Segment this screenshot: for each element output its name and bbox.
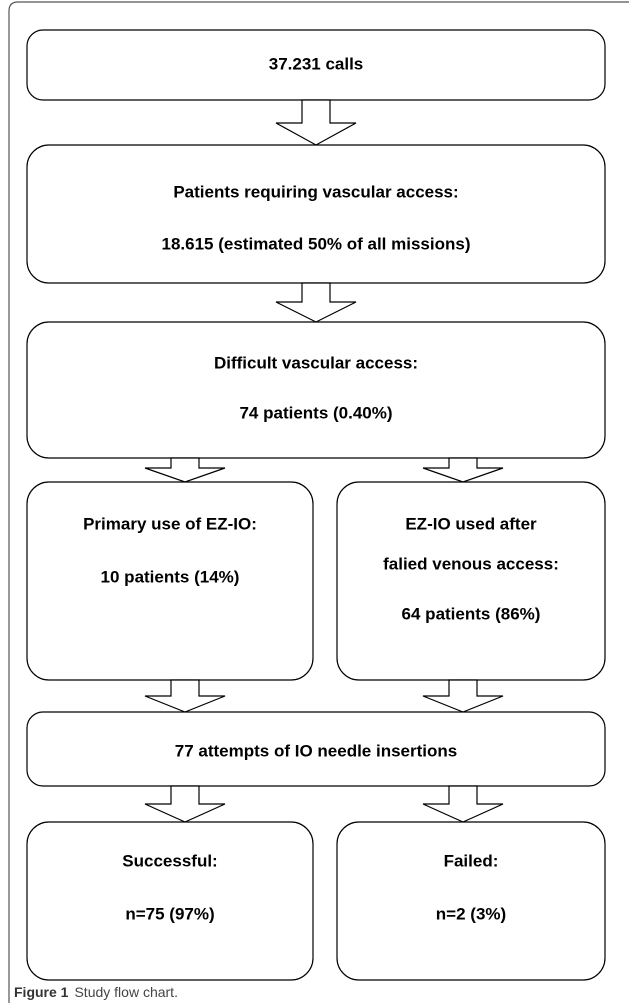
arrow	[144, 457, 226, 483]
node-text: Difficult vascular access:	[214, 353, 418, 372]
node-box	[336, 821, 606, 981]
figure-frame	[8, 1, 629, 1003]
arrow	[422, 679, 504, 713]
node-box	[26, 144, 606, 284]
node-text: Failed:	[444, 851, 499, 870]
node-text: n=75 (97%)	[125, 904, 214, 923]
node-text: 10 patients (14%)	[101, 567, 240, 586]
node-box	[26, 321, 606, 459]
node-text: 74 patients (0.40%)	[239, 403, 392, 422]
arrow	[422, 785, 504, 823]
caption-label: Figure 1	[14, 984, 69, 1000]
caption-text: Study flow chart.	[74, 984, 178, 1000]
node-text: 18.615 (estimated 50% of all missions)	[162, 234, 471, 253]
node-text: falied venous access:	[383, 554, 559, 573]
node-text: 64 patients (86%)	[402, 604, 541, 623]
arrow	[144, 679, 226, 713]
caption: Figure 1 Study flow chart.	[14, 984, 178, 1000]
node-text: Successful:	[122, 851, 217, 870]
arrow	[275, 282, 357, 323]
node-box	[26, 821, 314, 981]
node-text: Patients requiring vascular access:	[173, 182, 458, 201]
arrow	[422, 457, 504, 483]
node-text: Primary use of EZ-IO:	[83, 514, 257, 533]
arrow	[144, 785, 226, 823]
arrow	[275, 99, 357, 146]
node-text: 37.231 calls	[269, 54, 364, 73]
node-text: EZ-IO used after	[405, 514, 537, 533]
node-box	[26, 481, 314, 681]
node-box	[336, 481, 606, 681]
node-text: n=2 (3%)	[436, 904, 506, 923]
node-text: 77 attempts of IO needle insertions	[175, 741, 457, 760]
node-box	[26, 711, 606, 787]
